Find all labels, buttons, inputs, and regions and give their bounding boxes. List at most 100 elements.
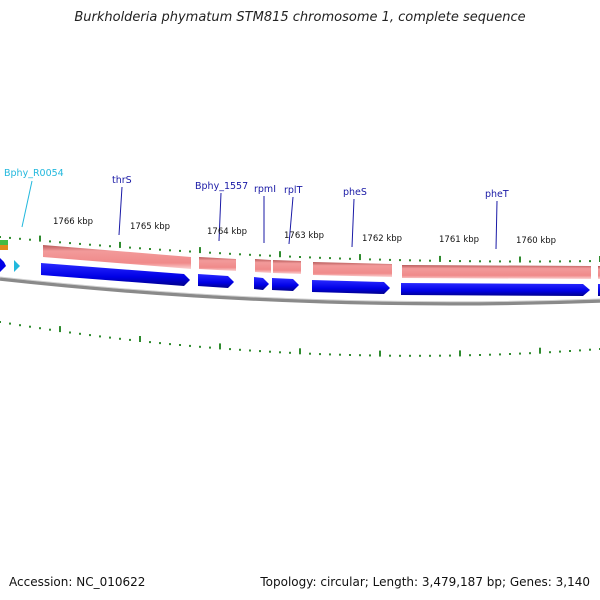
- outer-ring-tick: [99, 244, 101, 247]
- outer-ring-tick: [519, 256, 521, 263]
- edge-cds-arrow: [0, 258, 6, 272]
- inner-ring-tick: [79, 332, 81, 335]
- inner-ring-tick: [429, 354, 431, 357]
- inner-ring-tick: [539, 347, 541, 354]
- sequence-summary: Topology: circular; Length: 3,479,187 bp…: [260, 575, 590, 589]
- gene-label-pheT: pheT: [485, 189, 509, 200]
- outer-ring-tick: [59, 241, 61, 244]
- outer-ring-tick: [239, 253, 241, 256]
- inner-ring-tick: [19, 324, 21, 327]
- inner-ring-tick: [469, 354, 471, 357]
- outer-ring-tick: [119, 241, 121, 248]
- gene-label-Bphy_1557: Bphy_1557: [195, 181, 248, 192]
- outer-ring-tick: [509, 260, 511, 263]
- inner-ring-tick: [489, 353, 491, 356]
- outer-ring-tick: [289, 255, 291, 258]
- chromosome-backbone: [0, 277, 600, 306]
- outer-ring-tick: [579, 260, 581, 263]
- inner-ring-tick: [349, 354, 351, 356]
- inner-ring-tick: [299, 348, 301, 355]
- outer-ring-tick: [139, 247, 141, 250]
- outer-ring-tick: [449, 260, 451, 262]
- inner-ring-tick: [589, 348, 591, 351]
- inner-ring-tick: [509, 353, 511, 355]
- outer-ring-tick: [269, 254, 271, 257]
- inner-ring-tick: [9, 322, 11, 325]
- gene-thrS-block: [43, 245, 191, 269]
- outer-ring-tick: [539, 260, 541, 263]
- inner-ring-tick: [129, 338, 131, 341]
- outer-ring-tick: [209, 251, 211, 254]
- inner-ring-tick: [59, 326, 61, 333]
- inner-ring-tick: [239, 348, 241, 351]
- outer-ring-tick: [179, 249, 181, 252]
- inner-ring-tick: [519, 352, 521, 355]
- outer-ring-tick: [529, 260, 531, 263]
- outer-ring-tick: [189, 250, 191, 253]
- outer-ring-tick: [379, 258, 381, 261]
- inner-ring-tick: [379, 350, 381, 357]
- outer-ring-tick: [39, 235, 41, 242]
- edge-feature-orange: [0, 245, 8, 250]
- outer-ring-tick: [479, 260, 481, 263]
- inner-ring-tick: [49, 328, 51, 331]
- map-title: Burkholderia phymatum STM815 chromosome …: [74, 10, 526, 25]
- outer-ring-tick: [459, 260, 461, 263]
- chromosome-backbone-highlight: [0, 276, 600, 303]
- outer-ring-tick: [49, 240, 51, 243]
- inner-ring-tick: [109, 336, 111, 339]
- inner-ring-tick: [169, 343, 171, 346]
- scale-label-1762: 1762 kbp: [362, 234, 402, 244]
- inner-ring-tick: [159, 342, 161, 345]
- cds-Bphy_1557-arrow: [198, 274, 234, 288]
- inner-ring-tick: [259, 350, 261, 353]
- inner-ring-tick: [459, 350, 461, 357]
- outer-ring-tick: [589, 260, 591, 263]
- inner-ring-tick: [479, 354, 481, 356]
- inner-ring-tick: [139, 336, 141, 342]
- gene-pheT-block: [402, 265, 591, 279]
- inner-ring-tick: [409, 354, 411, 357]
- outer-ring-tick: [279, 251, 281, 258]
- inner-ring-tick: [249, 349, 251, 352]
- inner-ring-tick: [569, 350, 571, 352]
- outer-ring-tick: [299, 256, 301, 258]
- outer-ring-tick: [429, 259, 431, 262]
- inner-ring-tick: [219, 343, 221, 350]
- gene-rpmI-block: [255, 259, 271, 273]
- outer-ring-tick: [109, 245, 111, 248]
- outer-ring-tick: [79, 242, 81, 245]
- cds-pheT-arrow: [401, 283, 590, 296]
- gene-label-thrS: thrS: [112, 175, 132, 186]
- outer-ring-tick: [0, 236, 1, 238]
- inner-ring-tick: [549, 351, 551, 354]
- rrna-arrow: [14, 260, 20, 272]
- cds-thrS-arrow: [41, 263, 190, 286]
- inner-ring-tick: [269, 350, 271, 353]
- outer-ring-tick: [229, 252, 231, 255]
- inner-ring-tick: [69, 331, 71, 334]
- outer-ring-tick: [89, 243, 91, 246]
- accession-label: Accession: NC_010622: [9, 575, 146, 589]
- outer-ring-tick: [409, 259, 411, 262]
- leader-thrS: [118, 186, 123, 236]
- inner-ring-tick: [29, 325, 31, 328]
- outer-ring-tick: [159, 248, 161, 251]
- outer-ring-tick: [69, 242, 71, 245]
- inner-ring-tick: [39, 327, 41, 330]
- outer-ring-tick: [129, 246, 131, 249]
- gene-track: [43, 245, 600, 279]
- inner-ring-tick: [419, 354, 421, 357]
- gene-label-rpmI: rpmI: [254, 184, 276, 195]
- outer-ring-tick: [419, 259, 421, 262]
- inner-ring-tick: [0, 321, 1, 323]
- left-edge-features: [0, 240, 20, 272]
- inner-ring-tick: [229, 348, 231, 351]
- scale-label-1760: 1760 kbp: [516, 236, 556, 246]
- scale-label-1764: 1764 kbp: [207, 227, 247, 237]
- outer-ring-tick: [149, 248, 151, 250]
- inner-ring-tick: [439, 354, 441, 357]
- gene-Bphy_1557-block: [199, 257, 236, 271]
- outer-ring-tick: [369, 258, 371, 261]
- outer-ring-tick: [339, 257, 341, 260]
